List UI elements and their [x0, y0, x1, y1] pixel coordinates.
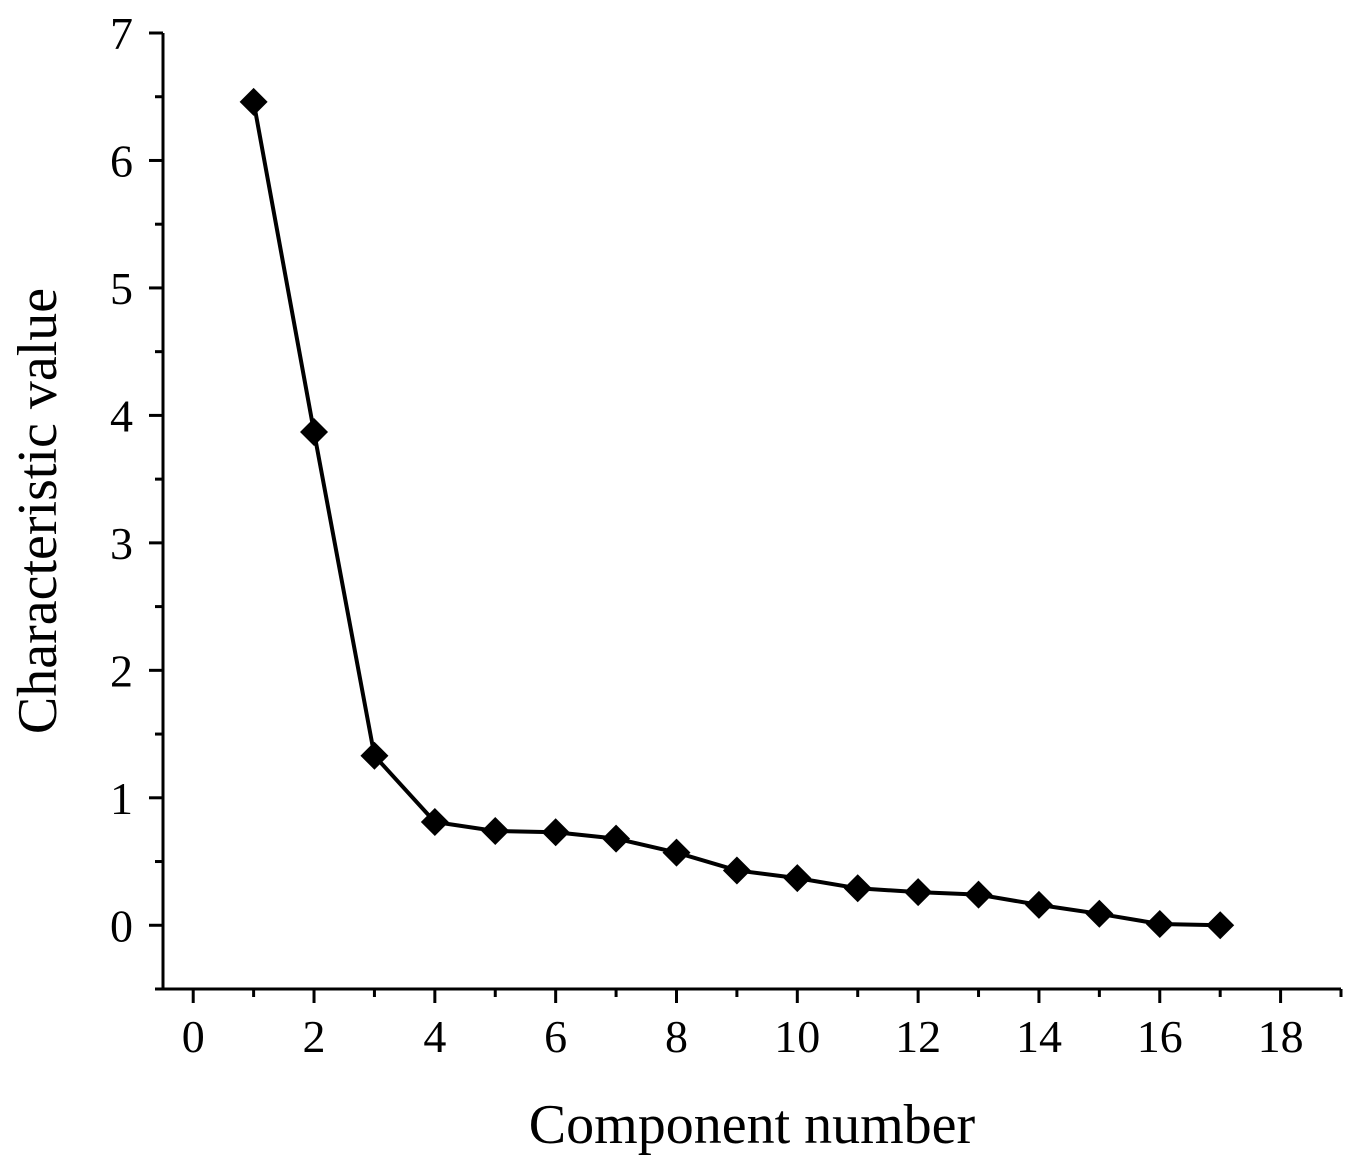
data-point-diamond — [783, 864, 812, 893]
data-point-diamond — [1024, 890, 1053, 919]
y-axis-title: Characteristic value — [7, 288, 69, 734]
y-tick-label: 0 — [110, 900, 133, 951]
data-point-diamond — [541, 818, 570, 847]
x-tick-label: 2 — [303, 1011, 326, 1062]
x-tick-label: 12 — [895, 1011, 941, 1062]
data-point-diamond — [722, 856, 751, 885]
data-point-diamond — [602, 824, 631, 853]
x-axis-title: Component number — [529, 1094, 976, 1156]
y-tick-label: 2 — [110, 645, 133, 696]
x-tick-label: 6 — [544, 1011, 567, 1062]
data-point-diamond — [239, 87, 268, 116]
axes — [161, 33, 1341, 991]
x-tick-label: 10 — [774, 1011, 820, 1062]
x-tick-label: 16 — [1137, 1011, 1183, 1062]
data-point-diamond — [662, 838, 691, 867]
data-point-diamond — [300, 417, 329, 446]
series-line — [251, 101, 1221, 928]
y-tick-label: 3 — [110, 518, 133, 569]
x-tick-label: 0 — [182, 1011, 205, 1062]
y-tick-label: 6 — [110, 135, 133, 186]
y-tick-label: 5 — [110, 263, 133, 314]
y-tick-label: 1 — [110, 773, 133, 824]
y-tick-label: 4 — [110, 390, 133, 441]
x-tick-label: 18 — [1258, 1011, 1304, 1062]
data-point-diamond — [420, 808, 449, 837]
data-point-diamond — [360, 741, 389, 770]
data-point-diamond — [1085, 899, 1114, 928]
data-point-diamond — [843, 874, 872, 903]
data-point-diamond — [964, 880, 993, 909]
y-tick-label: 7 — [110, 8, 133, 59]
data-point-diamond — [904, 878, 933, 907]
x-tick-label: 8 — [665, 1011, 688, 1062]
series — [239, 87, 1235, 940]
data-point-diamond — [1145, 909, 1174, 938]
x-tick-label: 14 — [1016, 1011, 1062, 1062]
data-point-diamond — [481, 816, 510, 845]
x-tick-label: 4 — [423, 1011, 446, 1062]
data-point-diamond — [1206, 911, 1235, 940]
